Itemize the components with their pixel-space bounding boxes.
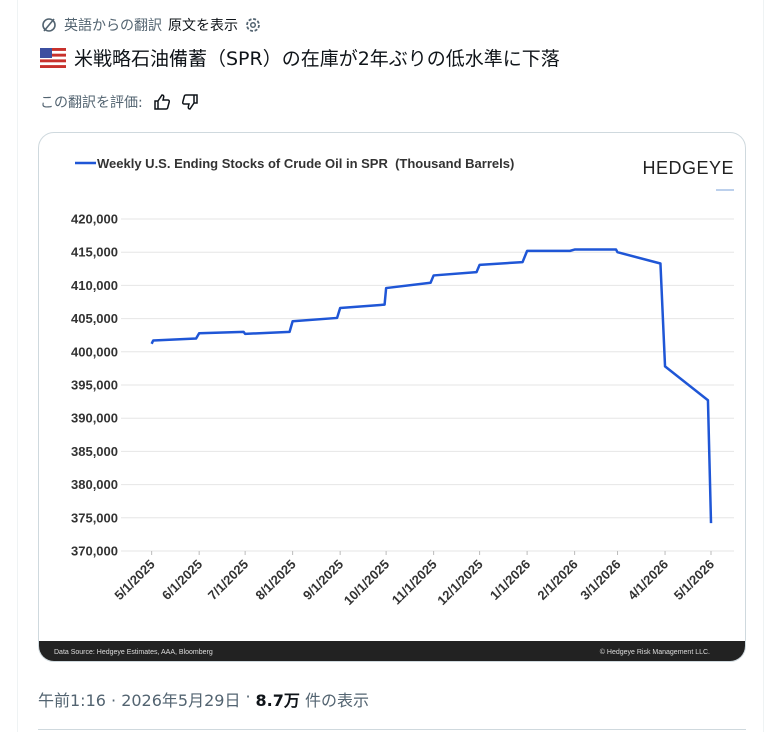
post-text-row: 米戦略石油備蓄（SPR）の在庫が2年ぶりの低水準に下落: [40, 44, 560, 71]
x-tick-label: 5/1/2026: [671, 557, 717, 603]
source-note: Data Source: Hedgeye Estimates, AAA, Blo…: [54, 649, 213, 656]
y-tick-label: 380,000: [71, 477, 118, 492]
translate-icon: [42, 18, 56, 32]
translation-bar: 英語からの翻訳 原文を表示: [40, 15, 262, 35]
post-meta: 午前1:16 · 2026年5月29日 · 8.7万 件の表示: [38, 687, 369, 711]
y-tick-label: 375,000: [71, 510, 118, 525]
legend-label: Weekly U.S. Ending Stocks of Crude Oil i…: [97, 156, 514, 171]
x-tick-label: 1/1/2026: [487, 557, 533, 603]
show-original[interactable]: 原文を表示: [168, 18, 238, 34]
us-flag: [40, 47, 66, 68]
divider: [38, 729, 746, 730]
y-tick-label: 390,000: [71, 411, 118, 426]
y-tick-label: 410,000: [71, 278, 118, 293]
x-tick-label: 8/1/2025: [252, 557, 298, 603]
views-label[interactable]: 件の表示: [305, 691, 370, 710]
x-tick-label: 5/1/2025: [111, 557, 157, 603]
x-tick-label: 12/1/2025: [434, 557, 486, 609]
y-tick-label: 420,000: [71, 212, 118, 227]
x-tick-label: 2/1/2026: [534, 557, 580, 603]
separator: ·: [245, 687, 251, 706]
y-tick-label: 385,000: [71, 444, 118, 459]
post-text: 米戦略石油備蓄（SPR）の在庫が2年ぶりの低水準に下落: [74, 48, 560, 70]
chart: 370,000 375,000 380,000 385,000 390,000 395,0…: [39, 156, 745, 661]
media-card[interactable]: 370,000 375,000 380,000 385,000 390,000 395,0…: [38, 132, 746, 662]
settings-icon[interactable]: [244, 16, 262, 34]
data-line: [150, 248, 713, 524]
y-tick-label: 405,000: [71, 311, 118, 326]
brand: HEDGEYE: [642, 158, 734, 178]
footer-band: [39, 641, 745, 661]
y-tick-label: 400,000: [71, 344, 118, 359]
y-tick-label: 395,000: [71, 378, 118, 393]
x-tick-label: 10/1/2025: [341, 557, 393, 609]
y-tick-label: 370,000: [71, 544, 118, 559]
timestamp[interactable]: 午前1:16 · 2026年5月29日: [38, 691, 241, 710]
thumbs-up[interactable]: [153, 93, 171, 111]
x-tick-label: 3/1/2026: [577, 557, 623, 603]
column-border: [17, 0, 18, 732]
rate-row: この翻訳を評価:: [40, 92, 199, 112]
x-tick-label: 7/1/2025: [205, 557, 251, 603]
y-tick-label: 415,000: [71, 245, 118, 260]
translated-from: 英語からの翻訳: [64, 18, 162, 34]
thumbs-down[interactable]: [181, 93, 199, 111]
x-tick-label: 4/1/2026: [625, 557, 671, 603]
x-tick-label: 9/1/2025: [300, 557, 346, 603]
column-border: [763, 0, 764, 732]
views-count: 8.7万: [255, 691, 300, 710]
x-tick-label: 11/1/2025: [389, 557, 440, 608]
rate-label: この翻訳を評価:: [40, 95, 143, 111]
copyright-note: © Hedgeye Risk Management LLC.: [600, 648, 710, 656]
x-tick-label: 6/1/2025: [159, 557, 205, 603]
